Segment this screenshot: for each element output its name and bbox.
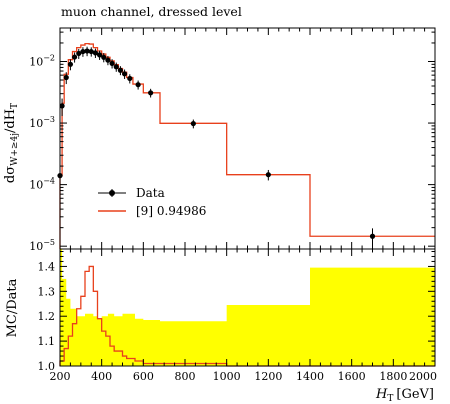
x-tick-label-4: 1000 (213, 370, 241, 383)
data-point-15 (117, 67, 124, 73)
data-point-4 (71, 54, 78, 60)
x-title-main: H (375, 387, 388, 402)
data-point-20 (190, 120, 196, 127)
ratio-mc-line (59, 265, 435, 367)
data-point-11 (101, 54, 107, 60)
legend-mc-label: [9] 0.94986 (136, 204, 206, 218)
data-point-19 (148, 90, 154, 96)
y-title-sub: W+≥4j (10, 133, 20, 166)
data-point-12 (105, 57, 111, 63)
data-point-13 (109, 60, 115, 67)
ratio-y-tick-label-1: 1.1 (38, 335, 56, 348)
ratio-plot-layer (59, 249, 435, 367)
data-point-8 (88, 48, 94, 55)
main-panel: muon channel, dressed level 10−2 10−3 10−4… (3, 4, 436, 253)
main-y-tick-label-3: 10−5 (29, 238, 55, 253)
data-point-2 (63, 74, 69, 81)
main-ticks (59, 28, 436, 249)
legend: Data [9] 0.94986 (98, 186, 206, 218)
ratio-y-tick-label-2: 1.2 (38, 310, 56, 323)
data-point-7 (84, 48, 90, 54)
ratio-ticks (59, 249, 436, 367)
data-point-10 (96, 52, 103, 58)
y-title-tail: /dH (3, 109, 18, 133)
data-point-16 (121, 71, 128, 77)
main-y-axis-title: dσW+≥4j/dHT (3, 103, 20, 183)
data-point-5 (76, 50, 82, 57)
y-title-tail-sub: T (10, 103, 20, 109)
main-y-tick-label-0: 10−2 (29, 53, 55, 68)
data-point-21 (265, 172, 271, 178)
main-y-tick-label-2: 10−4 (29, 177, 55, 192)
x-tick-label-6: 1400 (296, 370, 324, 383)
data-point-22 (369, 233, 376, 239)
y-title-main: dσ (3, 166, 18, 183)
x-tick-label-7: 1600 (338, 370, 366, 383)
x-tick-label-0: 200 (50, 370, 71, 383)
mc-histogram-line (59, 42, 435, 249)
x-tick-label-2: 600 (133, 370, 154, 383)
ratio-y-tick-label-4: 1.4 (38, 260, 56, 273)
x-tick-label-9: 2000 (409, 370, 437, 383)
ratio-y-tick-label-3: 1.3 (38, 285, 56, 298)
data-point-14 (113, 64, 119, 70)
x-title-unit: [GeV] (396, 387, 434, 402)
main-frame (59, 27, 436, 250)
data-point-3 (67, 61, 74, 67)
legend-data-marker (109, 190, 115, 196)
chart-title: muon channel, dressed level (61, 4, 242, 19)
x-title-sub: T (387, 394, 393, 404)
legend-data-label: Data (136, 186, 165, 200)
data-point-6 (80, 48, 86, 55)
x-tick-label-1: 400 (91, 370, 112, 383)
x-tick-label-3: 800 (175, 370, 196, 383)
data-point-17 (127, 75, 133, 82)
ratio-y-tick-labels: 1.0 1.1 1.2 1.3 1.4 (38, 260, 56, 373)
data-point-9 (92, 50, 99, 56)
data-point-18 (135, 82, 141, 88)
ratio-panel: 1.0 1.1 1.2 1.3 1.4 200 400 600 800 1000 1200 1400… (5, 248, 438, 404)
main-plot-layer (57, 42, 435, 249)
main-y-tick-labels: 10−2 10−3 10−4 10−5 (29, 53, 55, 253)
x-axis-title: HT [GeV] (375, 387, 434, 404)
x-tick-label-5: 1200 (254, 370, 282, 383)
ratio-y-axis-title: MC/Data (5, 278, 20, 337)
x-tick-labels: 200 400 600 800 1000 1200 1400 1600 1800 2000 (50, 370, 438, 383)
x-tick-label-8: 1800 (379, 370, 407, 383)
main-y-tick-label-1: 10−3 (29, 115, 55, 130)
ratio-uncertainty-band (60, 249, 435, 366)
ratio-y-tick-label-0: 1.0 (38, 360, 56, 373)
